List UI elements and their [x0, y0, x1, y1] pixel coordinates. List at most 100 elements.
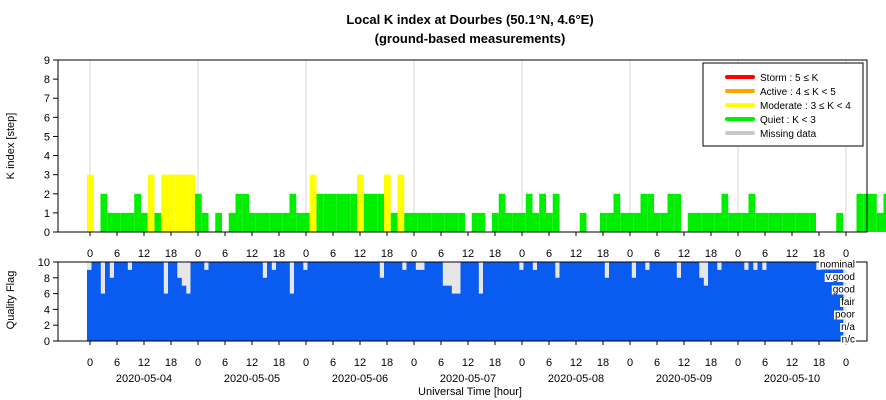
q-bar [136, 262, 142, 341]
k-bar [795, 212, 803, 232]
q-bar [802, 262, 808, 341]
q-bar [825, 262, 830, 341]
k-bar [870, 193, 877, 232]
q-bar [748, 262, 754, 341]
q-bar [541, 262, 547, 341]
q-bar [816, 269, 821, 341]
q-bar [694, 262, 700, 341]
q-bar [213, 262, 218, 341]
k-x-tick-label: 12 [462, 248, 474, 260]
k-x-tick-label: 12 [246, 248, 258, 260]
k-bar [438, 212, 445, 232]
q-bar [667, 262, 673, 341]
q-y-tick-label: 8 [44, 273, 50, 285]
q-bar [708, 262, 713, 341]
quality-category-label-bg [840, 335, 856, 345]
k-bar [370, 193, 378, 232]
q-bar [411, 262, 416, 341]
q-bar [181, 285, 187, 341]
q-bar [91, 262, 97, 341]
k-bar [282, 212, 290, 232]
k-bar [161, 174, 168, 232]
k-x-tick-label: 0 [87, 248, 93, 260]
q-bar [789, 262, 794, 341]
k-x-tick-label: 12 [678, 248, 690, 260]
k-plot-frame [57, 59, 868, 233]
q-x-tick-label: 18 [597, 357, 609, 369]
k-bar [883, 193, 886, 232]
chart-title: Local K index at Dourbes (50.1°N, 4.6°E) [346, 12, 593, 27]
q-x-tick-label: 18 [273, 357, 285, 369]
q-bar [577, 262, 583, 341]
q-bar [172, 262, 178, 341]
q-bar [325, 262, 331, 341]
k-bar [620, 212, 627, 232]
k-bar [363, 193, 371, 232]
k-bar [525, 193, 533, 232]
q-bar [811, 262, 817, 341]
q-bar [505, 262, 511, 341]
q-bar [618, 262, 623, 341]
q-x-tick-label: 6 [546, 357, 552, 369]
q-bar [685, 262, 691, 341]
k-bar [411, 212, 418, 232]
k-x-tick-label: 0 [519, 248, 525, 260]
quality-category-label: fair [841, 297, 856, 308]
q-x-tick-label: 6 [654, 357, 660, 369]
k-x-tick-label: 6 [438, 248, 444, 260]
k-bar [768, 212, 776, 232]
legend-label: Storm : 5 ≤ K [760, 73, 819, 84]
q-bar [757, 262, 763, 341]
q-bar [280, 262, 286, 341]
q-x-tick-label: 18 [381, 357, 393, 369]
q-x-tick-label: 6 [114, 357, 120, 369]
legend-label: Moderate : 3 ≤ K < 4 [760, 101, 851, 112]
quality-category-label: n/a [841, 322, 855, 333]
q-bar [109, 277, 115, 341]
q-bar [717, 269, 722, 341]
q-x-tick-label: 6 [222, 357, 228, 369]
q-bar [604, 277, 610, 341]
k-bar [762, 212, 769, 232]
k-bar [262, 212, 270, 232]
k-bar [147, 174, 155, 232]
q-bar [442, 285, 448, 341]
q-bar [366, 262, 371, 341]
q-bar [294, 262, 299, 341]
k-bar [613, 193, 621, 232]
quality-category-label-bg [831, 285, 857, 295]
q-bar [564, 262, 569, 341]
k-bar [789, 212, 796, 232]
k-bar [87, 174, 94, 232]
k-bar [188, 174, 195, 232]
q-bar [631, 277, 637, 341]
k-bar [134, 193, 141, 232]
q-bar [622, 262, 628, 341]
quality-category-label: n/c [842, 335, 855, 346]
q-bar [771, 262, 776, 341]
q-bar [766, 262, 772, 341]
k-x-tick-label: 12 [570, 248, 582, 260]
k-bar [714, 212, 722, 232]
q-bar [829, 262, 835, 341]
q-bar [118, 262, 124, 341]
q-bar [402, 269, 407, 341]
k-bar [323, 193, 330, 232]
q-y-axis-label: Quality Flag [5, 271, 17, 330]
q-bar [645, 269, 650, 341]
q-x-tick-label: 0 [519, 357, 525, 369]
date-label: 2020-05-09 [656, 373, 712, 385]
q-bar [595, 262, 601, 341]
q-x-tick-label: 12 [138, 357, 150, 369]
q-bar [784, 262, 790, 341]
legend: Storm : 5 ≤ K Active : 4 ≤ K < 5 Moderate … [702, 62, 864, 147]
quality-category-label-bg [824, 273, 856, 282]
q-bar [168, 262, 173, 341]
q-bar [690, 262, 695, 341]
q-bar [154, 262, 160, 341]
q-bar [208, 262, 214, 341]
q-x-tick-label: 0 [627, 357, 633, 369]
q-bar [361, 262, 367, 341]
k-x-tick-label: 18 [381, 248, 393, 260]
